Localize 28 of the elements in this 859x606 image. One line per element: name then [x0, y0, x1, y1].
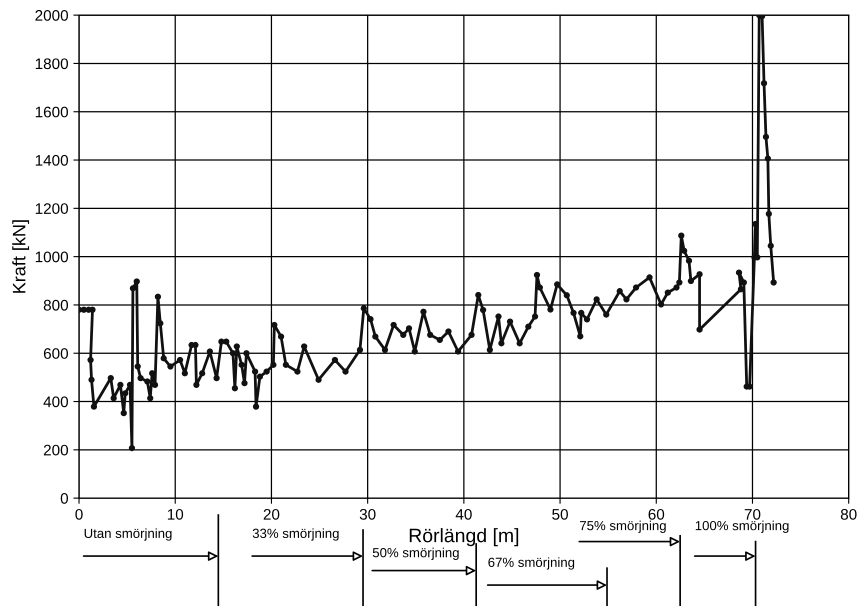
x-axis-title: Rörlängd [m] — [410, 528, 518, 546]
x-tick-label: 80 — [840, 508, 857, 520]
y-tick-label: 1200 — [36, 203, 68, 214]
x-tick-label: 10 — [168, 508, 184, 520]
text: 50% smörjning — [372, 548, 459, 560]
x-tick-label: 0 — [75, 508, 83, 520]
text: 75% smörjning — [580, 520, 666, 533]
x-tick-label: 40 — [456, 508, 472, 520]
text: 33% smörjning — [252, 528, 339, 541]
x-tick-label: 30 — [360, 508, 376, 520]
y-tick-label: 200 — [44, 444, 68, 456]
text: Utan smörjning — [84, 528, 172, 541]
y-tick-label: 1400 — [36, 154, 68, 166]
y-tick-label: 1000 — [36, 252, 68, 262]
x-tick-label: 20 — [264, 508, 280, 520]
x-tick-label: 50 — [552, 508, 568, 520]
y-tick-label: 800 — [44, 300, 68, 311]
text: 67% smörjning — [488, 557, 574, 570]
y-tick-label: 400 — [43, 396, 68, 408]
y-tick-label: 1600 — [36, 106, 68, 118]
y-tick-label: 2000 — [35, 10, 68, 21]
x-tick-label: 60 — [648, 508, 664, 520]
y-tick-label: 600 — [44, 348, 68, 359]
y-axis-title: Kraft [kN] — [12, 220, 30, 293]
text: 100% smörjning — [696, 520, 789, 533]
x-tick-label: 70 — [744, 508, 760, 520]
y-tick-label: 0 — [60, 493, 68, 504]
y-tick-label: 1800 — [36, 58, 68, 70]
